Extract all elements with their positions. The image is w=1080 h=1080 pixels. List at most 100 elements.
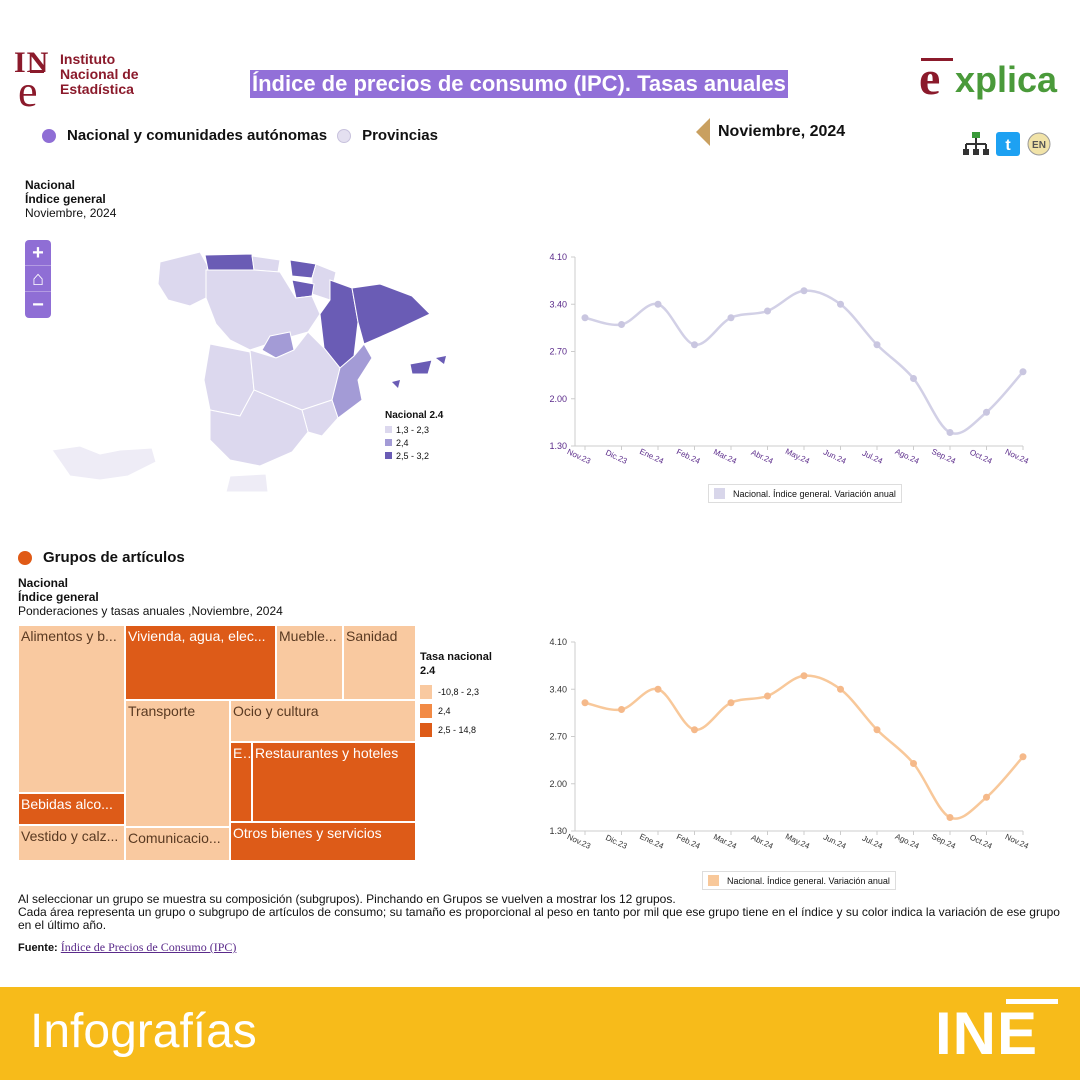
region-ceuta-melilla[interactable]	[225, 473, 269, 493]
treemap-cell[interactable]: Alimentos y b...	[18, 625, 125, 793]
chart1-legend-label: Nacional. Índice general. Variación anua…	[733, 488, 896, 499]
data-point[interactable]	[873, 341, 881, 349]
groups-radio[interactable]	[18, 550, 32, 565]
x-tick-label: Jun.24	[822, 447, 848, 466]
y-tick-label: 3.40	[549, 684, 567, 694]
region-baleares-ibiza[interactable]	[392, 380, 400, 388]
data-point[interactable]	[946, 814, 954, 821]
data-point[interactable]	[983, 408, 990, 416]
data-point[interactable]	[581, 699, 589, 707]
treemap-caption: Nacional Índice general Ponderaciones y …	[18, 576, 283, 618]
data-point[interactable]	[654, 685, 662, 693]
treemap-legend-title-line: Tasa nacional	[420, 651, 492, 663]
region-la-rioja[interactable]	[291, 279, 315, 299]
data-point[interactable]	[910, 760, 917, 767]
groups-heading-label[interactable]: Grupos de artículos	[43, 549, 185, 566]
footer-brand-bar	[1006, 999, 1058, 1004]
data-point[interactable]	[691, 726, 698, 734]
national-radio[interactable]	[42, 128, 56, 143]
data-point[interactable]	[691, 341, 698, 349]
zoom-out-button[interactable]: −	[32, 294, 44, 316]
data-point[interactable]	[800, 672, 808, 680]
treemap-cell[interactable]: Ocio y cultura	[230, 700, 416, 742]
ine-logo[interactable]: IN e Instituto Nacional de Estadística	[14, 46, 139, 116]
region-andalucia[interactable]	[209, 389, 309, 467]
home-icon[interactable]: ⌂	[25, 266, 51, 292]
data-point[interactable]	[727, 314, 735, 322]
x-tick-label: Jul.24	[861, 834, 885, 851]
treemap-cell[interactable]: Restaurantes y hoteles	[252, 742, 416, 822]
region-cantabria[interactable]	[251, 255, 281, 273]
treemap-caption-scope: Nacional	[18, 576, 69, 590]
x-tick-label: Dic.23	[604, 833, 629, 851]
data-point[interactable]	[618, 706, 625, 713]
period-selector[interactable]: Noviembre, 2024	[696, 118, 845, 146]
data-point[interactable]	[1019, 753, 1027, 761]
y-tick-label: 4.10	[549, 637, 567, 647]
footer-brand: INE	[935, 1000, 1039, 1067]
national-option[interactable]: Nacional y comunidades autónomas	[67, 127, 328, 144]
data-point[interactable]	[1019, 368, 1027, 376]
data-point[interactable]	[983, 793, 990, 801]
treemap-cell[interactable]: Bebidas alco...	[18, 793, 125, 825]
x-tick-label: Abr.24	[750, 833, 775, 851]
x-tick-label: Nov.24	[1004, 447, 1031, 466]
data-point[interactable]	[873, 726, 881, 734]
treemap-cell[interactable]: Vestido y calz...	[18, 825, 125, 861]
data-point[interactable]	[800, 287, 808, 295]
ine-name-line: Nacional de	[60, 66, 139, 82]
treemap-cell[interactable]: Mueble...	[276, 625, 343, 700]
map-legend-label: 1,3 - 2,3	[396, 424, 430, 435]
x-tick-label: Nov.23	[566, 447, 593, 466]
sitemap-icon[interactable]	[962, 130, 990, 158]
x-tick-label: Nov.23	[566, 832, 593, 851]
region-cataluna[interactable]	[351, 283, 431, 345]
data-point[interactable]	[581, 314, 589, 322]
x-tick-label: Mar.24	[712, 447, 738, 466]
note-line: Cada área representa un grupo o subgrupo…	[18, 905, 1060, 932]
data-point[interactable]	[837, 300, 844, 308]
x-tick-label: Ene.24	[638, 447, 665, 466]
x-tick-label: Feb.24	[675, 832, 702, 851]
treemap-legend-label: -10,8 - 2,3	[438, 686, 480, 697]
provinces-option[interactable]: Provincias	[362, 127, 438, 144]
data-point[interactable]	[654, 300, 662, 308]
treemap-cell[interactable]: Transporte	[125, 700, 230, 827]
svg-text:EN: EN	[1032, 140, 1046, 151]
english-icon[interactable]: EN	[1026, 131, 1052, 157]
map-legend-label: 2,4	[396, 437, 409, 448]
zoom-in-button[interactable]: +	[25, 240, 51, 266]
region-baleares[interactable]	[409, 359, 433, 375]
treemap-legend-label: 2,4	[438, 705, 451, 716]
treemap-cell[interactable]: E...	[230, 742, 252, 822]
y-tick-label: 1.30	[549, 441, 567, 451]
explica-logo[interactable]: e xplica	[919, 52, 1058, 105]
ine-name-line: Estadística	[60, 81, 134, 97]
region-pais-vasco[interactable]	[289, 259, 317, 279]
treemap-cell[interactable]: Comunicacio...	[125, 827, 230, 861]
data-point[interactable]	[837, 685, 844, 693]
data-point[interactable]	[910, 375, 917, 382]
treemap-cell[interactable]: Sanidad	[343, 625, 416, 700]
data-point[interactable]	[764, 307, 771, 315]
region-baleares-menorca[interactable]	[436, 356, 446, 364]
footer-label: Infografías	[30, 1005, 257, 1058]
treemap-cell[interactable]: Vivienda, agua, elec...	[125, 625, 276, 700]
treemap-cell[interactable]: Otros bienes y servicios	[230, 822, 416, 861]
y-tick-label: 4.10	[549, 252, 567, 262]
data-point[interactable]	[727, 699, 735, 707]
data-point[interactable]	[946, 429, 954, 436]
groups-heading: Grupos de artículos	[18, 549, 185, 566]
region-galicia[interactable]	[157, 251, 211, 307]
source-link[interactable]: Índice de Precios de Consumo (IPC)	[60, 940, 237, 954]
region-canarias[interactable]	[51, 445, 157, 481]
svg-text:t: t	[1005, 137, 1011, 154]
provinces-radio[interactable]	[337, 128, 352, 143]
x-tick-label: May.24	[784, 832, 812, 851]
data-point[interactable]	[618, 321, 625, 328]
region-asturias[interactable]	[204, 253, 255, 273]
series-line	[584, 289, 1024, 435]
previous-period-arrow-icon[interactable]	[696, 118, 710, 146]
data-point[interactable]	[764, 692, 771, 700]
twitter-icon[interactable]: t	[996, 132, 1020, 156]
